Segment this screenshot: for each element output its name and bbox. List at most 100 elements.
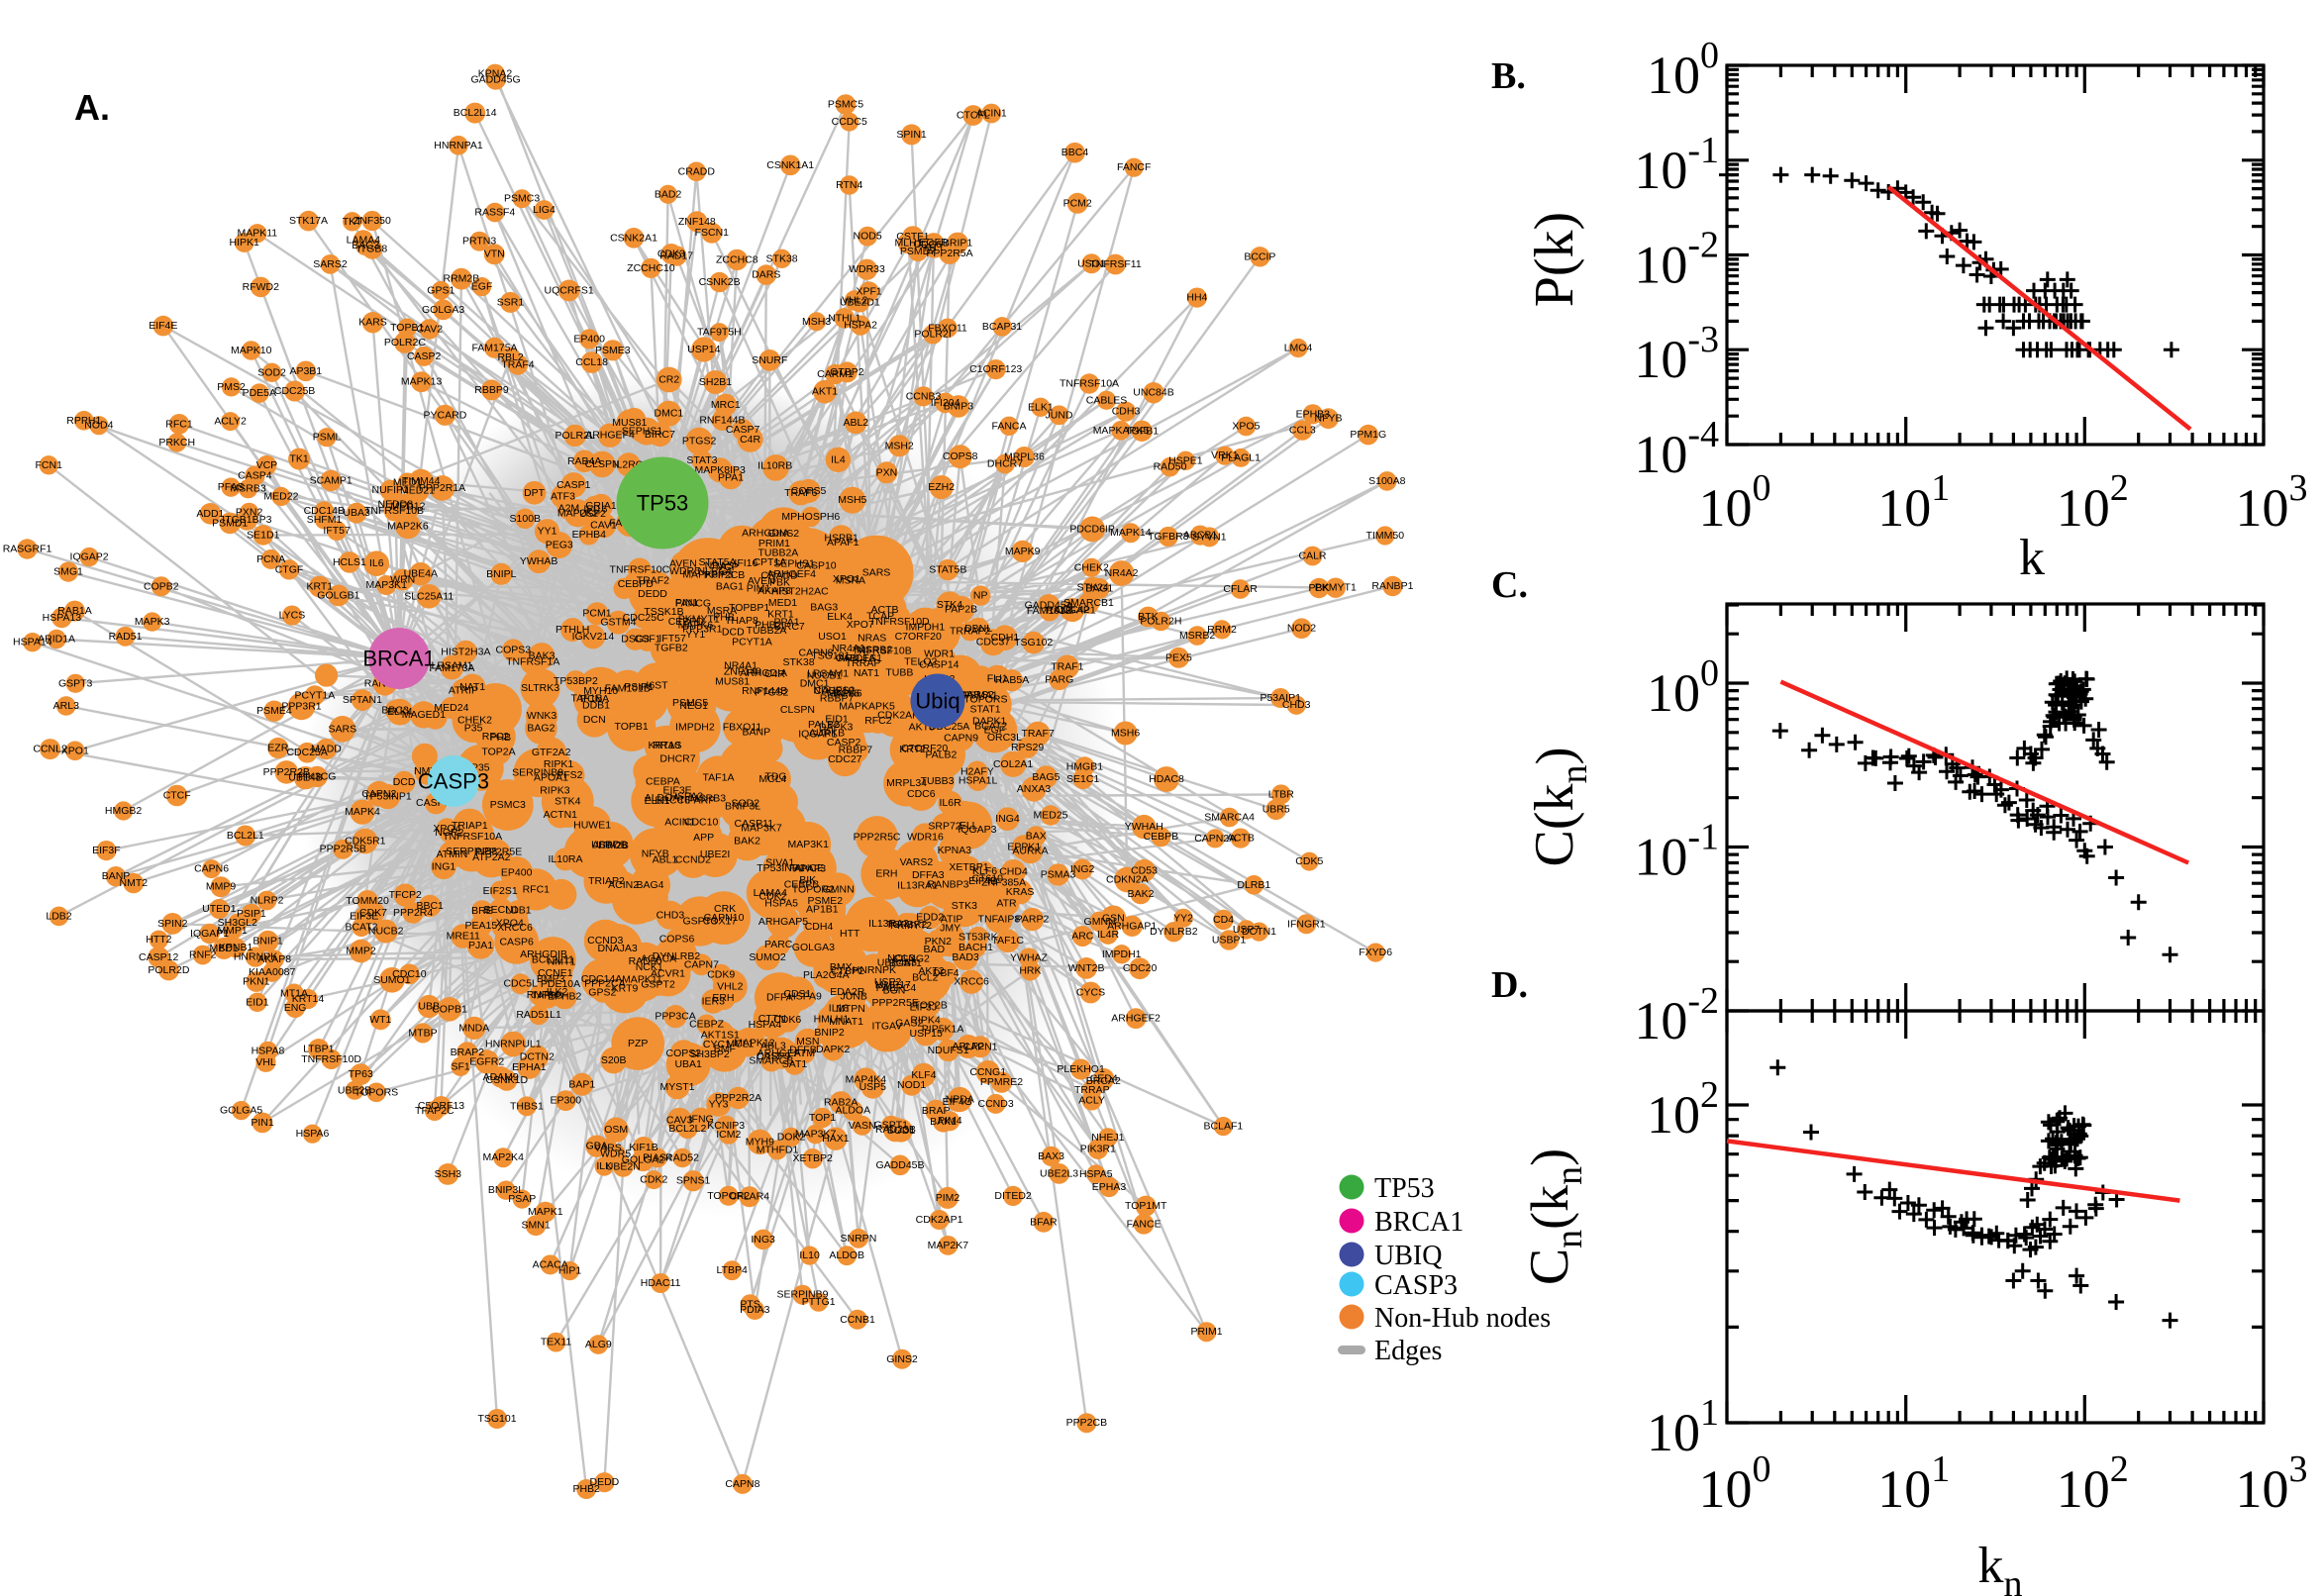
svg-text:WDR5: WDR5 [600,1148,631,1160]
svg-text:ARC: ARC [1071,931,1094,943]
svg-text:ALDOA: ALDOA [835,1105,870,1117]
svg-text:ITGB8: ITGB8 [357,244,388,255]
svg-text:10-2: 10-2 [1634,980,1719,1050]
svg-text:IL4R: IL4R [1097,929,1120,941]
svg-text:PPM1G: PPM1G [1350,429,1386,441]
svg-text:EID1: EID1 [825,713,849,725]
svg-text:HDAC11: HDAC11 [641,1277,681,1289]
svg-text:LDB2: LDB2 [46,910,71,922]
svg-text:BAD2: BAD2 [655,188,682,200]
svg-text:TRIAP2: TRIAP2 [588,875,625,887]
svg-text:NTHL1: NTHL1 [828,312,860,324]
svg-text:HSPA2: HSPA2 [669,790,703,802]
svg-text:NOD2: NOD2 [1287,623,1316,635]
svg-text:EIF4B: EIF4B [968,875,997,887]
svg-text:EPHA3: EPHA3 [1092,1181,1127,1193]
svg-text:HSPA6: HSPA6 [296,1128,330,1140]
svg-text:ZNF385A: ZNF385A [981,877,1026,889]
svg-text:TRAF6: TRAF6 [784,487,817,499]
svg-text:BCAP31: BCAP31 [982,321,1022,333]
svg-text:STK17A: STK17A [289,215,328,227]
svg-text:ST53RK: ST53RK [959,932,998,944]
svg-text:STK38: STK38 [766,252,798,264]
svg-text:ALDOB: ALDOB [829,1249,864,1261]
svg-text:101: 101 [1877,467,1950,538]
svg-text:MAPKAPK5: MAPKAPK5 [1093,425,1150,437]
svg-text:CASP4: CASP4 [238,470,272,482]
svg-text:TGFBR3: TGFBR3 [1148,531,1189,543]
svg-text:BIK: BIK [799,874,816,886]
svg-text:FCN1: FCN1 [35,459,62,471]
svg-text:ALDOB: ALDOB [592,840,628,851]
svg-text:CDK2: CDK2 [640,1174,667,1186]
svg-text:BRCA1: BRCA1 [362,647,435,671]
svg-text:YY1: YY1 [685,629,705,641]
svg-text:HSPA9: HSPA9 [788,991,822,1003]
svg-text:PRIM1: PRIM1 [1190,1326,1222,1338]
svg-text:BCL2: BCL2 [912,972,938,984]
svg-text:TSG101: TSG101 [811,650,850,662]
svg-text:NOD4: NOD4 [84,420,113,432]
svg-text:MSH5: MSH5 [838,494,866,506]
svg-text:CRADD: CRADD [760,569,798,581]
svg-text:ENG: ENG [284,1002,307,1014]
svg-text:P35: P35 [464,723,483,735]
svg-text:TOMM20: TOMM20 [346,895,389,907]
svg-text:YWHAH: YWHAH [1125,821,1163,833]
svg-text:PIM2: PIM2 [936,1192,960,1204]
svg-text:APAF1: APAF1 [827,537,859,549]
svg-text:KPNA3: KPNA3 [938,845,972,856]
svg-text:CCNB3: CCNB3 [906,390,942,402]
svg-text:CABLES1: CABLES1 [836,652,882,664]
svg-text:AKT1: AKT1 [812,386,838,398]
svg-text:MLH1: MLH1 [894,237,922,249]
svg-text:CCDC5: CCDC5 [832,116,867,128]
svg-text:PPP2R4: PPP2R4 [393,907,433,919]
svg-text:RNF2: RNF2 [189,949,217,961]
svg-text:PSME3: PSME3 [595,345,631,356]
svg-text:PCYT1A: PCYT1A [732,637,772,648]
svg-text:IFT57: IFT57 [658,633,686,645]
svg-text:PBK: PBK [769,576,790,588]
svg-text:PKN2: PKN2 [925,936,953,948]
svg-text:CD53: CD53 [1131,864,1158,876]
svg-text:CED4: CED4 [1090,1073,1118,1085]
svg-text:VARS2: VARS2 [900,856,934,868]
svg-text:SERPINB9: SERPINB9 [777,1289,829,1301]
svg-text:ACTB: ACTB [870,604,898,616]
svg-text:BTK: BTK [1138,611,1158,623]
svg-text:ATR: ATR [996,897,1017,909]
svg-text:BGN: BGN [883,985,906,997]
svg-text:DCTN2: DCTN2 [520,1051,555,1063]
svg-text:CASP3: CASP3 [1374,1270,1458,1301]
svg-text:TOPB1: TOPB1 [390,322,424,334]
svg-text:HRK: HRK [1019,964,1041,976]
svg-text:D.: D. [1491,964,1528,1006]
svg-text:IMPDH1: IMPDH1 [1102,948,1142,960]
svg-text:CSNK2A1: CSNK2A1 [610,232,657,244]
svg-text:JUND: JUND [1046,409,1073,421]
svg-text:AP3B1: AP3B1 [289,365,322,377]
svg-text:TOPORS: TOPORS [354,1086,398,1098]
svg-text:CCNE1: CCNE1 [538,967,573,979]
svg-text:PSMC3: PSMC3 [504,193,540,205]
svg-text:XPO4: XPO4 [433,823,460,835]
svg-text:BAG1: BAG1 [716,581,744,593]
svg-text:BAG4: BAG4 [636,879,663,891]
svg-text:USP5: USP5 [859,1081,887,1093]
svg-text:DCTN1: DCTN1 [1242,926,1276,938]
svg-text:MCL1: MCL1 [726,1038,754,1049]
svg-text:MNAT1: MNAT1 [829,1016,863,1028]
svg-text:TNFRSF1A: TNFRSF1A [506,656,559,668]
svg-text:TNFRSF11: TNFRSF11 [1089,258,1141,270]
svg-text:PCNA: PCNA [256,553,285,565]
svg-text:POLR2I: POLR2I [914,329,951,341]
svg-text:MED25: MED25 [1033,810,1067,822]
svg-text:THAP8: THAP8 [725,615,758,627]
svg-text:UTED1: UTED1 [202,903,237,915]
svg-text:C7ORF20: C7ORF20 [901,743,948,754]
svg-text:SARS2: SARS2 [313,258,348,270]
svg-text:NUFIP1: NUFIP1 [372,484,410,496]
svg-text:VHL2: VHL2 [717,981,743,993]
svg-text:WNK3: WNK3 [527,710,556,722]
